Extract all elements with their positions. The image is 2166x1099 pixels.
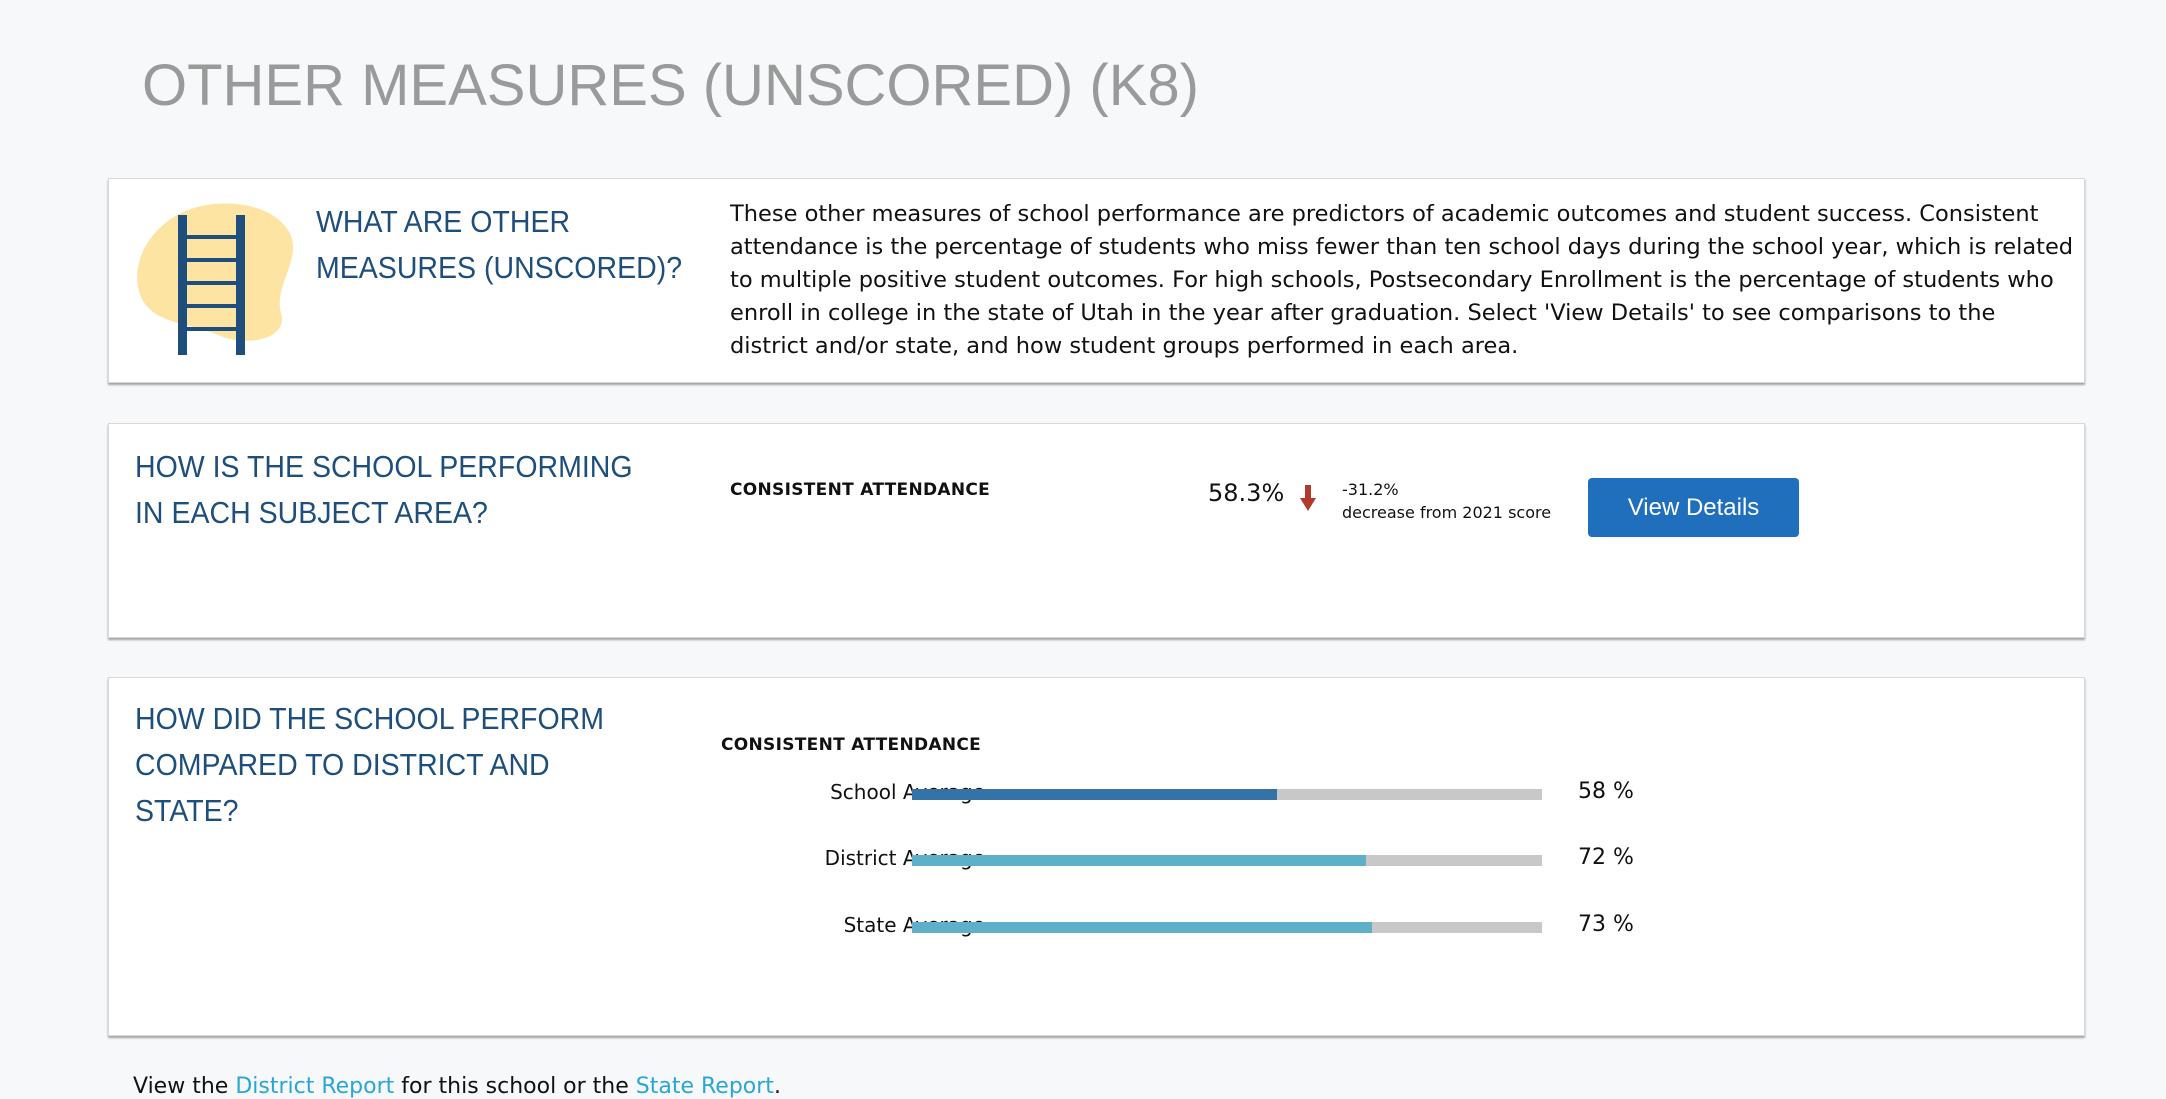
performance-card: HOW IS THE SCHOOL PERFORMING IN EACH SUB… <box>108 423 2085 638</box>
bar-row-school: School Average 58 % <box>109 778 2084 812</box>
intro-card: WHAT ARE OTHER MEASURES (UNSCORED)? Thes… <box>108 178 2085 383</box>
footer-middle: for this school or the <box>401 1074 629 1099</box>
bar-track <box>912 922 1542 933</box>
measure-label: CONSISTENT ATTENDANCE <box>730 480 991 500</box>
footer-links: View the District Report for this school… <box>133 1074 781 1099</box>
footer-suffix: . <box>773 1074 781 1099</box>
comparison-heading: HOW DID THE SCHOOL PERFORM COMPARED TO D… <box>135 701 605 828</box>
bar-row-district: District Average 72 % <box>109 844 2084 878</box>
intro-heading: WHAT ARE OTHER MEASURES (UNSCORED)? <box>316 204 683 285</box>
comparison-card: HOW DID THE SCHOOL PERFORM COMPARED TO D… <box>108 677 2085 1036</box>
bar-track <box>912 855 1542 866</box>
bar-fill-district <box>912 855 1366 866</box>
district-report-link[interactable]: District Report <box>235 1074 395 1099</box>
change-description: decrease from 2021 score <box>1342 503 1552 522</box>
state-report-link[interactable]: State Report <box>635 1074 774 1099</box>
measure-value: 58.3% <box>1208 479 1285 507</box>
bar-track <box>912 789 1542 800</box>
bar-value: 72 % <box>1578 845 1634 870</box>
change-percent: -31.2% <box>1342 480 1399 499</box>
bar-row-state: State Average 73 % <box>109 911 2084 945</box>
performance-heading: HOW IS THE SCHOOL PERFORMING IN EACH SUB… <box>135 449 633 530</box>
bar-fill-state <box>912 922 1372 933</box>
bar-value: 58 % <box>1578 779 1634 804</box>
bar-value: 73 % <box>1578 912 1634 937</box>
page-title: OTHER MEASURES (UNSCORED) (K8) <box>142 53 1199 118</box>
intro-description: These other measures of school performan… <box>730 201 2074 359</box>
view-details-button[interactable]: View Details <box>1588 478 1799 537</box>
comparison-measure-label: CONSISTENT ATTENDANCE <box>721 735 982 755</box>
arrow-down-icon <box>1300 485 1316 511</box>
footer-prefix: View the <box>133 1074 229 1099</box>
ladder-icon <box>137 203 294 355</box>
bar-fill-school <box>912 789 1278 800</box>
